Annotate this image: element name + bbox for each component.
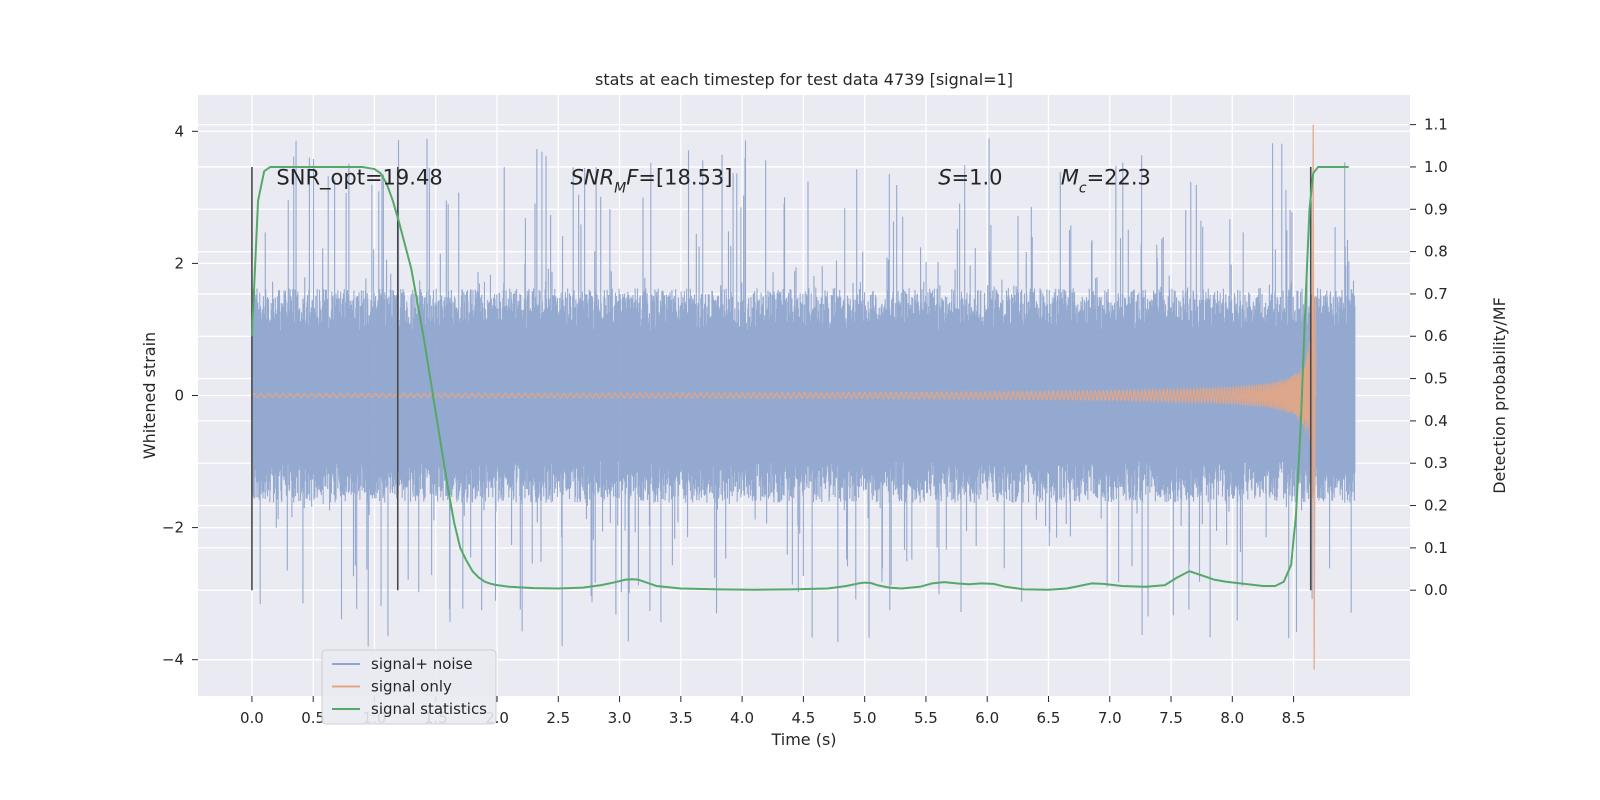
legend-label: signal only: [371, 678, 452, 696]
annotation-chirp-mass: Mc=22.3: [1061, 166, 1151, 197]
y2-tick-label: 0.1: [1424, 539, 1448, 557]
y-tick-label: 0: [174, 387, 184, 405]
x-tick-label: 8.5: [1282, 709, 1306, 727]
x-tick-label: 7.5: [1159, 709, 1183, 727]
annotation-part: SNR_opt=19.48: [276, 166, 442, 191]
y2-tick-label: 0.0: [1424, 581, 1448, 599]
y2-tick-label: 1.1: [1424, 116, 1448, 134]
x-tick-label: 2.5: [546, 709, 570, 727]
x-tick-label: 4.0: [730, 709, 754, 727]
y2-tick-label: 1.0: [1424, 158, 1448, 176]
annotation-part: F=[18.53]: [626, 166, 732, 190]
legend-label: signal statistics: [371, 700, 487, 718]
y2-tick-label: 0.2: [1424, 497, 1448, 515]
signal-only-line: [251, 124, 1317, 670]
signal-statistics-line: [250, 165, 1349, 591]
x-tick-label: 7.0: [1098, 709, 1122, 727]
x-tick-label: 5.0: [853, 709, 877, 727]
x-tick-label: 8.0: [1220, 709, 1244, 727]
legend-label: signal+ noise: [371, 655, 473, 673]
annotation-part: M: [1061, 166, 1079, 190]
y2-tick-label: 0.6: [1424, 327, 1448, 345]
y2-tick-label: 0.8: [1424, 243, 1448, 261]
y-tick-label: 4: [174, 122, 184, 140]
x-tick-label: 3.5: [669, 709, 693, 727]
annotation-part: c: [1079, 181, 1087, 197]
annotation-snr-opt: SNR_opt=19.48: [276, 166, 442, 191]
signal-statistics-series: [250, 165, 1349, 591]
x-tick-label: 6.5: [1037, 709, 1061, 727]
y2-axis-label: Detection probability/MF: [1490, 297, 1509, 494]
annotation-normal-part: =[18.53]: [638, 166, 732, 190]
annotation-part: =1.0: [952, 166, 1003, 190]
x-tick-label: 0.0: [240, 709, 264, 727]
x-tick-label: 0.5: [301, 709, 325, 727]
x-tick-label: 6.0: [975, 709, 999, 727]
x-axis-label: Time (s): [770, 730, 836, 749]
x-tick-label: 4.5: [791, 709, 815, 727]
y2-tick-label: 0.7: [1424, 285, 1448, 303]
annotation-s-stat: S=1.0: [938, 166, 1002, 190]
window-markers: [251, 166, 1312, 591]
y2-tick-label: 0.4: [1424, 412, 1448, 430]
y-tick-label: −2: [162, 519, 184, 537]
x-tick-label: 3.0: [608, 709, 632, 727]
y-axis-label: Whitened strain: [140, 332, 159, 459]
y2-tick-label: 0.5: [1424, 370, 1448, 388]
chart-title: stats at each timestep for test data 473…: [595, 70, 1013, 89]
x-tick-label: 5.5: [914, 709, 938, 727]
legend: signal+ noise signal only signal statistic…: [321, 649, 497, 725]
signal-only-series: [251, 124, 1317, 670]
annotation-part: S: [938, 166, 951, 190]
y-tick-label: −4: [162, 651, 184, 669]
annotation-italic-part: F: [626, 166, 639, 190]
annotations: SNR_opt=19.48 SNRMF=[18.53] S=1.0 Mc=22.3: [276, 166, 1150, 197]
y-tick-label: 2: [174, 254, 184, 272]
annotation-part: SNR: [571, 166, 615, 190]
y2-tick-label: 0.3: [1424, 454, 1448, 472]
annotation-part: =22.3: [1087, 166, 1151, 190]
legend-box: [321, 649, 497, 725]
annotation-part: M: [614, 181, 626, 197]
y2-tick-label: 0.9: [1424, 200, 1448, 218]
annotation-snr-mf: SNRMF=[18.53]: [571, 166, 733, 197]
